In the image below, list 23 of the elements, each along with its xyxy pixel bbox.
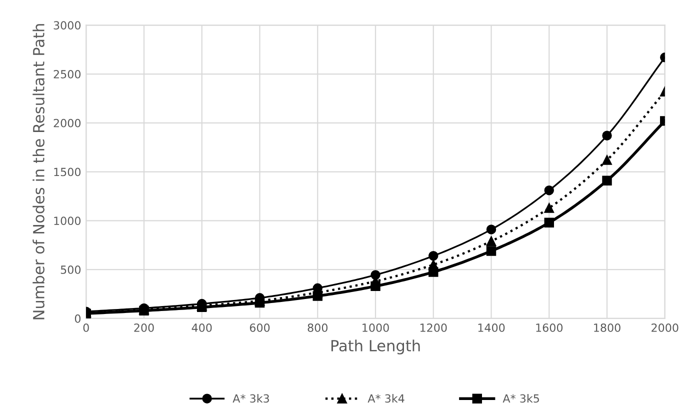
y-tick-label: 500: [60, 266, 81, 274]
x-tick-label: 1400: [478, 323, 505, 332]
x-tick-label: 400: [192, 323, 212, 332]
x-tick-label: 800: [308, 323, 328, 332]
legend-label: A* 3k5: [502, 394, 539, 403]
x-tick-label: 1800: [594, 323, 620, 332]
legend-label: A* 3k4: [368, 394, 404, 403]
y-tick-label: 2000: [54, 118, 81, 128]
legend-label: A* 3k3: [232, 394, 269, 403]
x-axis-title: Path Length: [331, 340, 420, 354]
x-tick-label: 600: [250, 323, 270, 332]
y-tick-label: 3000: [54, 21, 81, 30]
y-axis-title: Number of Nodes in the Resultant Path: [32, 24, 44, 320]
x-tick-label: 1200: [420, 323, 447, 332]
x-tick-label: 200: [134, 323, 154, 332]
x-tick-label: 2000: [652, 323, 678, 332]
y-tick-label: 1500: [54, 168, 81, 176]
x-tick-label: 0: [83, 323, 89, 332]
y-tick-label: 0: [74, 314, 81, 323]
y-tick-label: 2500: [54, 70, 81, 78]
x-tick-label: 1600: [536, 323, 563, 332]
y-tick-label: 1000: [54, 216, 81, 226]
x-tick-label: 1000: [362, 323, 389, 332]
